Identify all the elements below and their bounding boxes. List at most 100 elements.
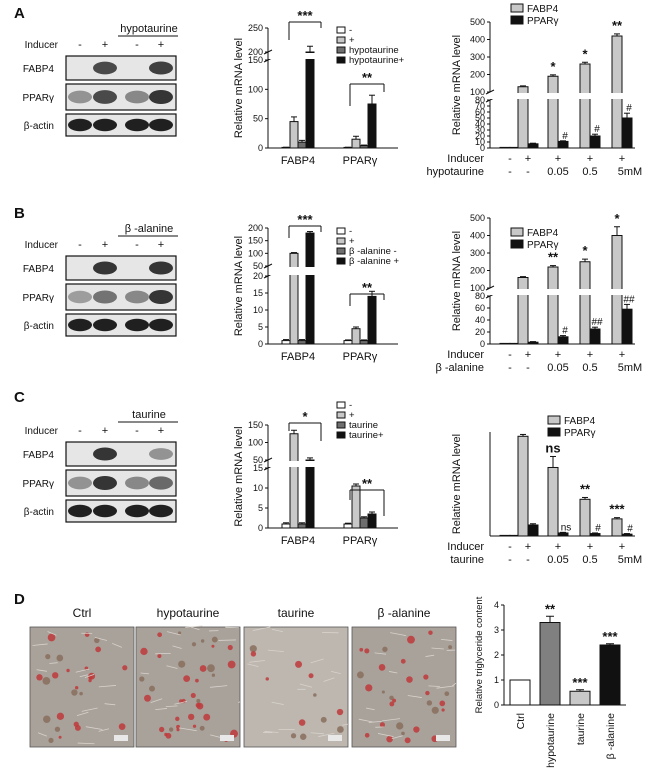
significance-label: *** [572,675,588,690]
y-tick-label: 5 [258,503,263,513]
legend-label: - [349,400,352,411]
blot-membrane [65,313,177,337]
cell-texture [267,649,284,653]
legend-label: + [349,410,355,421]
blot-band [149,261,173,275]
x-row-label: hypotaurine [427,166,485,178]
significance-label: ## [591,317,603,328]
blot-band [68,290,92,304]
y-tick-label: 150 [248,55,263,65]
legend-label: PPARγ [527,16,559,27]
lipid-droplet [47,633,56,642]
bar [367,513,377,529]
cell-texture [178,727,197,732]
lipid-droplet [249,645,257,653]
lipid-droplet [337,726,344,733]
lipid-droplet [54,726,61,732]
x-row-value: + [587,349,593,361]
lipid-droplet [404,737,411,744]
blot-band [125,318,149,332]
cell-texture [150,698,163,703]
blot-inducer-sign: - [78,239,82,251]
x-row-value: - [508,153,512,165]
significance-label: # [562,326,568,337]
legend-label: taurine+ [349,430,384,441]
x-row-value: - [508,541,512,553]
lipid-droplet [211,644,215,648]
lipid-droplet [425,690,430,696]
lipid-droplet [200,639,205,643]
y-tick-label: 50 [475,113,485,123]
bar [527,143,539,149]
lipid-droplet [139,676,145,682]
cell-texture [165,705,178,708]
bar [367,103,377,149]
lipid-droplet [207,664,215,673]
lipid-droplet [365,684,373,692]
bar [611,518,623,537]
x-row-label: Inducer [447,153,484,165]
y-tick-label: 50 [253,114,263,124]
x-row-value: + [619,349,625,361]
bar [305,459,315,529]
bar [517,435,529,537]
y-tick-label: 100 [248,84,263,94]
y-tick-label: 500 [470,17,485,27]
bar [527,341,539,345]
blot-band [93,447,117,461]
bar [589,135,601,149]
y-tick-label: 250 [248,23,263,33]
y-tick-label: 500 [470,213,485,223]
cell-texture [441,638,453,641]
bar [289,121,299,149]
lipid-droplet [43,715,51,723]
cell-texture [407,695,422,698]
y-tick-label: 20 [253,271,263,281]
cell-texture [391,735,403,739]
cell-texture [249,660,265,663]
significance-label: ## [623,294,635,305]
y-tick-label: 4 [494,600,499,610]
bar [297,340,307,345]
legend-label: FABP4 [564,416,596,427]
cell-texture [377,733,394,738]
axis-break-gap [269,53,399,59]
cell-texture [85,726,103,730]
lipid-droplet [56,654,64,662]
lipid-droplet [199,665,207,672]
x-row-label: β -alanine [435,362,484,374]
y-tick-label: 150 [248,236,263,246]
x-row-value: + [525,349,531,361]
cell-texture [247,663,259,667]
lipid-droplet [149,685,156,692]
bar [297,141,307,149]
significance-label: # [562,131,568,142]
y-tick-label: 15 [253,288,263,298]
y-axis-label: Relative mRNA level [233,426,245,526]
cell-texture [77,742,95,745]
bar [527,524,539,537]
cell-texture [358,718,373,723]
cell-texture [436,685,454,689]
blot-inducer-sign: - [135,239,139,251]
x-category-label: PPARγ [343,351,378,363]
blot-band [149,318,173,332]
cell-texture [374,652,386,655]
blot-band [125,118,149,132]
scale-bar [328,735,342,741]
lipid-droplet [36,674,43,681]
cell-texture [155,708,168,711]
legend-swatch [510,239,524,249]
lipid-droplet [426,700,433,706]
blot-band [93,504,117,518]
cell-texture [49,662,58,664]
lipid-droplet [406,676,413,683]
micrograph-label: Ctrl [73,606,92,620]
micrograph [243,626,349,748]
y-tick-label: 0 [258,339,263,349]
blot-row-label-c: PPARγ [23,479,55,490]
y-tick-label: 10 [253,305,263,315]
blot-inducer-sign: - [78,39,82,51]
blot-inducer-sign: - [135,425,139,437]
legend-label: + [349,236,355,247]
